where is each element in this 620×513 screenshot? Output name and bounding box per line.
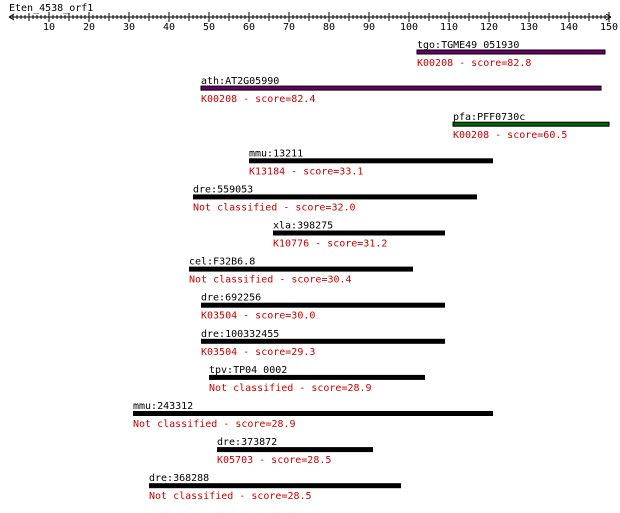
ruler-tick-label: 110: [440, 22, 458, 33]
hit-annotation[interactable]: K03504 - score=30.0: [201, 311, 315, 322]
ruler-tick-label: 130: [520, 22, 538, 33]
ruler-tick-label: 40: [163, 22, 175, 33]
ruler-tick-label: 140: [560, 22, 578, 33]
hit-annotation[interactable]: K00208 - score=60.5: [453, 130, 567, 141]
query-title: Eten_4538_orf1: [9, 3, 93, 14]
ruler-tick-label: 70: [283, 22, 295, 33]
hit-annotation[interactable]: K00208 - score=82.8: [417, 58, 531, 69]
hit-name[interactable]: dre:100332455: [201, 329, 279, 340]
ruler: 10 20 30 40 50 60 70 80 90 100 110 120 130 140 150: [8, 12, 618, 33]
hit-bar: [249, 158, 493, 164]
hit-name[interactable]: xla:398275: [273, 221, 333, 232]
hit-bar: [193, 194, 477, 200]
hit-row[interactable]: ath:AT2G05990 K00208 - score=82.4: [200, 76, 602, 105]
hit-annotation[interactable]: K10776 - score=31.2: [273, 239, 387, 250]
hit-bar: [201, 302, 445, 308]
hit-annotation[interactable]: Not classified - score=30.4: [189, 275, 352, 286]
hit-name[interactable]: dre:559053: [193, 184, 253, 195]
hit-annotation[interactable]: Not classified - score=28.9: [133, 419, 296, 430]
hit-name[interactable]: dre:373872: [217, 437, 277, 448]
hit-bar: [189, 266, 413, 272]
hit-row[interactable]: dre:368288 Not classified - score=28.5: [149, 473, 401, 502]
hit-row[interactable]: dre:692256 K03504 - score=30.0: [201, 293, 445, 322]
hit-name[interactable]: tgo:TGME49_051930: [417, 40, 519, 51]
hit-bar: [200, 85, 602, 91]
hit-row[interactable]: dre:373872 K05703 - score=28.5: [217, 437, 373, 466]
hit-name[interactable]: pfa:PFF0730c: [453, 112, 525, 123]
hit-name[interactable]: tpv:TP04_0002: [209, 365, 287, 376]
hit-bar: [452, 121, 610, 127]
hit-list: tgo:TGME49_051930 K00208 - score=82.8 ath:…: [133, 40, 610, 502]
ruler-tick-label: 60: [243, 22, 255, 33]
hit-bar: [149, 483, 401, 489]
hit-bar: [217, 447, 373, 453]
hit-bar: [133, 411, 493, 416]
hit-row[interactable]: tgo:TGME49_051930 K00208 - score=82.8: [416, 40, 606, 69]
hit-bar: [416, 49, 606, 55]
ruler-tick-label: 150: [600, 22, 618, 33]
hit-row[interactable]: dre:100332455 K03504 - score=29.3: [201, 329, 445, 358]
ruler-tick-label: 30: [123, 22, 135, 33]
hit-row[interactable]: mmu:243312 Not classified - score=28.9: [133, 401, 493, 430]
ruler-tick-label: 120: [480, 22, 498, 33]
ruler-left-arrow: [8, 13, 15, 21]
hit-name[interactable]: mmu:13211: [249, 148, 303, 159]
hit-row[interactable]: xla:398275 K10776 - score=31.2: [273, 221, 445, 250]
hit-annotation[interactable]: K03504 - score=29.3: [201, 347, 315, 358]
hit-annotation[interactable]: K13184 - score=33.1: [249, 166, 363, 177]
hit-row[interactable]: tpv:TP04_0002 Not classified - score=28.9: [209, 365, 425, 394]
hit-annotation[interactable]: K00208 - score=82.4: [201, 94, 315, 105]
hit-bar: [201, 338, 445, 344]
hit-bar: [273, 230, 445, 236]
hit-row[interactable]: cel:F32B6.8 Not classified - score=30.4: [189, 257, 413, 286]
ruler-tick-label: 80: [323, 22, 335, 33]
hit-row[interactable]: pfa:PFF0730c K00208 - score=60.5: [452, 112, 610, 141]
ruler-tick-label: 100: [400, 22, 418, 33]
ruler-tick-label: 50: [203, 22, 215, 33]
ruler-tick-label: 90: [363, 22, 375, 33]
hit-annotation[interactable]: Not classified - score=28.9: [209, 383, 372, 394]
hit-annotation[interactable]: K05703 - score=28.5: [217, 455, 331, 466]
hit-row[interactable]: dre:559053 Not classified - score=32.0: [193, 184, 477, 213]
hit-name[interactable]: mmu:243312: [133, 401, 193, 412]
hit-name[interactable]: dre:692256: [201, 293, 261, 304]
hit-bar: [209, 374, 425, 380]
hit-annotation[interactable]: Not classified - score=28.5: [149, 491, 312, 502]
ruler-tick-label: 20: [83, 22, 95, 33]
hit-name[interactable]: ath:AT2G05990: [201, 76, 279, 87]
hit-name[interactable]: cel:F32B6.8: [189, 257, 255, 268]
hit-name[interactable]: dre:368288: [149, 473, 209, 484]
hit-row[interactable]: mmu:13211 K13184 - score=33.1: [249, 148, 493, 177]
ruler-tick-label: 10: [43, 22, 55, 33]
hit-annotation[interactable]: Not classified - score=32.0: [193, 202, 356, 213]
